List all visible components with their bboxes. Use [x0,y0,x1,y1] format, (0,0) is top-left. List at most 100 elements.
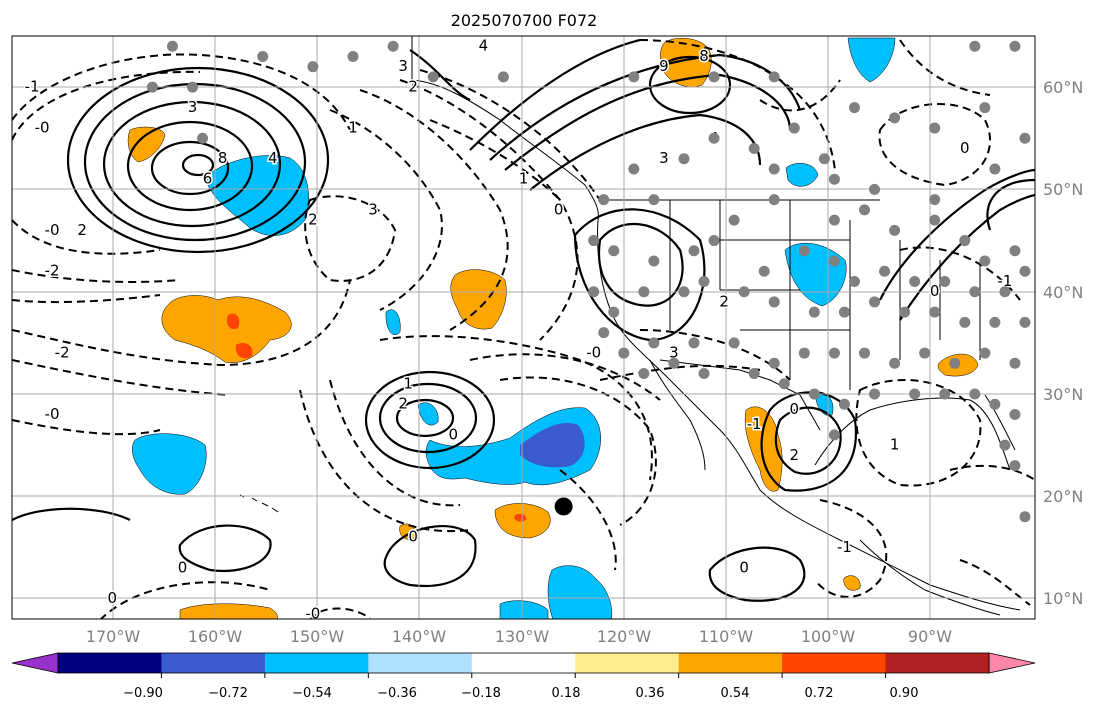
colorbar-outline [57,652,990,674]
contour-label: 0 [960,139,970,157]
contour-line [708,546,806,602]
contour-line [759,79,841,112]
lat-label: 10°N [1043,589,1083,608]
contour-line [429,119,561,201]
observation-point [197,132,209,144]
observation-point [788,122,800,134]
observation-point [768,296,780,308]
contour-line [12,70,201,141]
central-america-coastline [859,539,1001,616]
observation-point [828,214,840,226]
contour-line [359,89,509,331]
map-title: 2025070700 F072 [451,11,598,30]
contour-line [573,208,706,342]
observation-point [929,214,941,226]
observation-point [848,275,860,287]
contour-line [329,109,443,311]
observation-point [728,214,740,226]
observation-point [166,40,178,52]
lon-label: 100°W [801,627,856,646]
contour-label: 3 [188,98,198,116]
lon-label: 160°W [188,627,243,646]
observation-point [778,378,790,390]
lat-label: 20°N [1043,487,1083,506]
observation-point [668,357,680,369]
observation-point [638,286,650,298]
observation-point [618,347,630,359]
observation-points [146,40,1031,523]
colorbar: −0.90 −0.72 −0.54 −0.36 −0.18 0.18 0.36 … [11,652,1036,701]
lon-label: 150°W [290,627,345,646]
lon-label: 140°W [392,627,447,646]
colorbar-extend-high [988,652,1036,674]
contour-line [309,607,371,619]
contour-line [774,406,842,475]
positive-anomaly-region [450,269,507,330]
observation-point [588,286,600,298]
observation-point [728,337,740,349]
solid-contours [12,38,1035,602]
contour-line [329,379,461,507]
contour-line [949,464,1035,481]
observation-point [648,337,660,349]
contour-label: -1 [747,415,762,433]
contour-line [878,103,991,187]
observation-point [1009,245,1021,257]
strong-negative-anomaly [520,422,585,468]
observation-point [828,173,840,185]
observation-point [899,306,911,318]
contour-label: 2 [408,78,418,96]
contour-line [559,469,617,571]
observation-point [828,255,840,267]
observation-point [889,112,901,124]
observation-point [969,286,981,298]
contour-line [12,219,161,255]
observation-point [628,163,640,175]
observation-point [688,337,700,349]
observation-point [768,71,780,83]
observation-point [1019,265,1031,277]
contour-label: 0 [108,589,118,607]
contour-label: 1 [348,119,358,137]
contour-label: 1 [519,170,529,188]
baja-california-coastline [649,359,706,471]
contour-line [899,39,991,96]
colorbar-extend-low [11,652,59,674]
positive-anomaly-region [399,523,416,540]
observation-point [929,194,941,206]
contour-line [419,69,601,201]
observation-point [929,306,941,318]
graticule [12,36,1035,619]
contour-line [12,294,161,304]
observation-point [748,368,760,380]
contour-label: 3 [368,200,378,218]
contour-line [364,370,496,470]
contour-line [383,525,477,587]
observation-point [708,132,720,144]
observation-point [798,245,810,257]
observation-point [1009,460,1021,472]
observation-point [146,81,158,93]
observation-point [879,265,891,277]
contour-label: 8 [699,47,709,65]
observation-point [427,71,439,83]
strong-positive-anomaly [514,513,527,522]
colorbar-segment [368,653,473,673]
observation-point [969,388,981,400]
contour-label: 2 [77,221,87,239]
contour-label: 9 [659,57,669,75]
observation-point [828,347,840,359]
positive-anomaly-region [179,603,278,619]
contour-line [102,100,282,228]
colorbar-segment [782,653,887,673]
lon-label: 170°W [86,627,141,646]
contour-label: 0 [408,528,418,546]
observation-point [768,357,780,369]
lat-label: 40°N [1043,283,1083,302]
contour-line [648,55,732,115]
observation-point [999,286,1011,298]
observation-point [638,368,650,380]
north-america-coastline [411,36,1021,611]
observation-point [838,398,850,410]
